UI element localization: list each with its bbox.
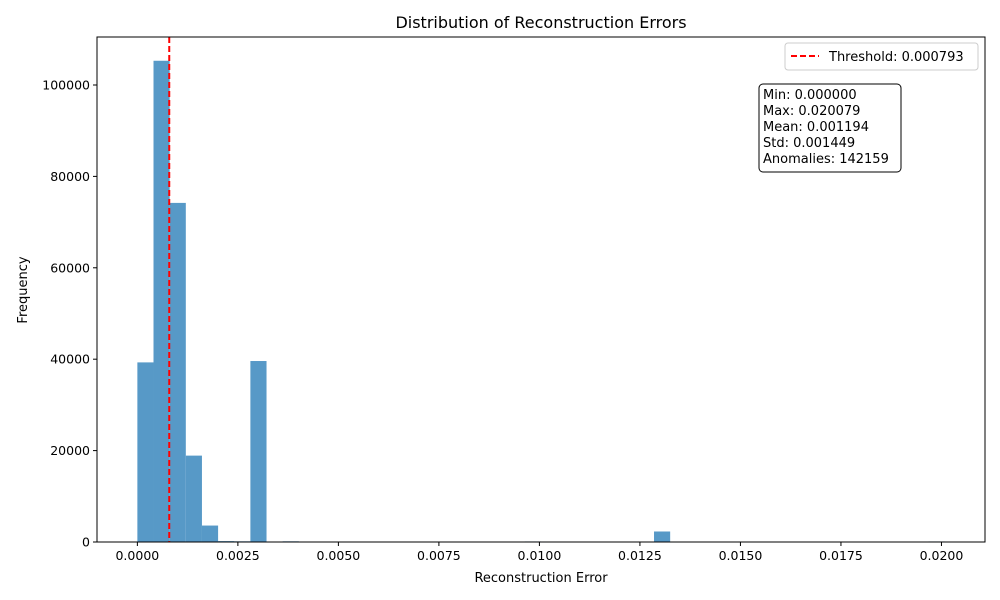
plot-frame bbox=[96, 36, 986, 543]
histogram-bar bbox=[169, 202, 186, 542]
stats-mean: Mean: 0.001194 bbox=[763, 120, 869, 135]
histogram-bar bbox=[153, 60, 170, 542]
x-tick-label: 0.0175 bbox=[819, 548, 863, 563]
y-tick-label: 0 bbox=[82, 535, 90, 550]
stats-max: Max: 0.020079 bbox=[763, 104, 860, 119]
histogram-bar bbox=[185, 455, 202, 542]
stats-anomalies: Anomalies: 142159 bbox=[763, 152, 889, 167]
x-tick-label: 0.0000 bbox=[115, 548, 159, 563]
x-axis-ticks: 0.0000 0.0025 0.0050 0.0075 0.0100 0.0125 0.01… bbox=[115, 542, 963, 563]
y-axis-ticks: 0 20000 40000 60000 80000 100000 bbox=[42, 77, 97, 550]
y-axis-label: Frequency bbox=[16, 256, 31, 323]
legend-entry-threshold: Threshold: 0.000793 bbox=[828, 50, 964, 65]
y-tick-label: 40000 bbox=[50, 352, 90, 367]
chart-title: Distribution of Reconstruction Errors bbox=[395, 13, 686, 32]
histogram-bar bbox=[137, 362, 154, 542]
x-tick-label: 0.0050 bbox=[317, 548, 361, 563]
stats-min: Min: 0.000000 bbox=[763, 88, 857, 103]
histogram-bar bbox=[201, 525, 219, 542]
stats-box: Min: 0.000000 Max: 0.020079 Mean: 0.0011… bbox=[758, 83, 902, 173]
y-tick-label: 80000 bbox=[50, 169, 90, 184]
stats-box-frame bbox=[758, 83, 902, 173]
x-tick-label: 0.0025 bbox=[216, 548, 260, 563]
x-tick-label: 0.0200 bbox=[920, 548, 964, 563]
histogram-bar bbox=[250, 361, 267, 542]
x-axis-label: Reconstruction Error bbox=[474, 571, 608, 586]
y-tick-label: 20000 bbox=[50, 443, 90, 458]
y-tick-label: 100000 bbox=[42, 77, 90, 92]
legend: Threshold: 0.000793 bbox=[784, 42, 979, 71]
legend-frame bbox=[784, 42, 979, 71]
x-tick-label: 0.0100 bbox=[518, 548, 562, 563]
histogram-bar bbox=[654, 531, 671, 542]
x-tick-label: 0.0150 bbox=[719, 548, 763, 563]
x-tick-label: 0.0125 bbox=[618, 548, 662, 563]
histogram-bars bbox=[137, 60, 945, 543]
stats-std: Std: 0.001449 bbox=[763, 136, 855, 151]
y-tick-label: 60000 bbox=[50, 260, 90, 275]
x-tick-label: 0.0075 bbox=[417, 548, 461, 563]
